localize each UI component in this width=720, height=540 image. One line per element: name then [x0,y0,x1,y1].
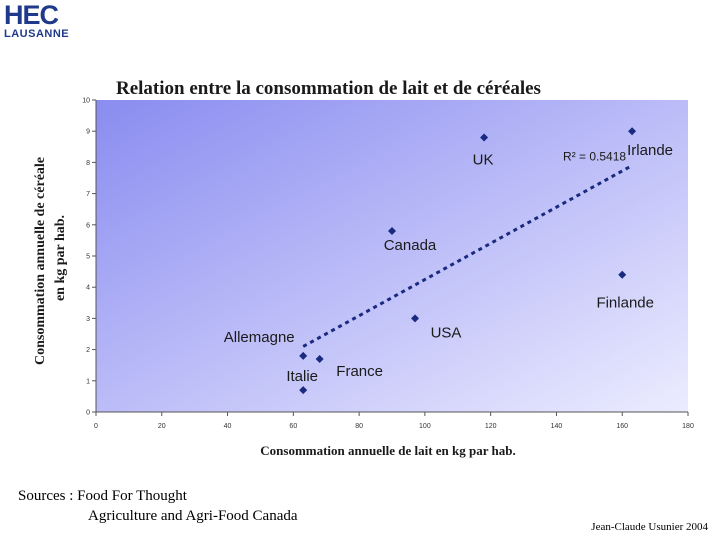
y-tick-label: 8 [86,160,90,167]
y-tick-label: 3 [86,316,90,323]
y-tick-label: 6 [86,222,90,229]
x-axis-title: Consommation annuelle de lait en kg par … [260,443,515,458]
y-tick-label: 1 [86,378,90,385]
point-canada [388,227,396,236]
plot-area [96,100,688,412]
y-tick-label: 0 [86,410,90,417]
sources-block: Sources : Food For Thought Agriculture a… [18,486,298,526]
point-label-irlande: Irlande [627,142,673,159]
hec-logo: HEC LAUSANNE [4,2,70,40]
point-label-uk: UK [473,151,494,168]
y-tick-label: 2 [86,347,90,354]
x-tick-label: 100 [419,423,431,430]
x-tick-label: 80 [355,423,363,430]
logo-lausanne-text: LAUSANNE [4,28,70,40]
chart-title: Relation entre la consommation de lait e… [116,78,541,99]
point-label-france: France [336,363,383,380]
sources-line-2: Agriculture and Agri-Food Canada [88,508,298,524]
x-tick-label: 140 [551,423,563,430]
point-usa [411,314,420,323]
trendline [302,164,633,348]
y-axis-title-line-1: Consommation annuelle de céréale [33,157,48,365]
x-tick-label: 0 [94,423,98,430]
x-tick-label: 40 [224,423,232,430]
sources-line-1: Sources : Food For Thought [18,488,187,504]
point-label-usa: USA [431,324,462,341]
x-tick-label: 20 [158,423,166,430]
point-label-canada: Canada [384,237,437,254]
x-tick-label: 60 [289,423,297,430]
r-squared-label: R² = 0.5418 [563,150,626,164]
point-label-italie: Italie [286,368,318,385]
point-label-allemagne: Allemagne [224,329,295,346]
x-tick-label: 120 [485,423,497,430]
y-tick-label: 7 [86,191,90,198]
author-credit: Jean-Claude Usunier 2004 [591,521,708,533]
y-axis-title-line-2: en kg par hab. [53,215,68,301]
x-tick-label: 180 [682,423,694,430]
point-france [315,354,324,363]
point-italie [299,386,308,395]
y-tick-label: 9 [86,129,90,136]
point-uk [480,133,489,142]
y-tick-label: 4 [86,285,90,292]
point-allemagne [299,351,308,360]
y-tick-label: 5 [86,254,90,261]
point-irlande [628,127,637,136]
point-finlande [618,270,627,279]
logo-hec-text: HEC [4,0,59,30]
x-tick-label: 160 [616,423,628,430]
point-label-finlande: Finlande [596,295,654,312]
y-tick-label: 10 [82,98,90,105]
